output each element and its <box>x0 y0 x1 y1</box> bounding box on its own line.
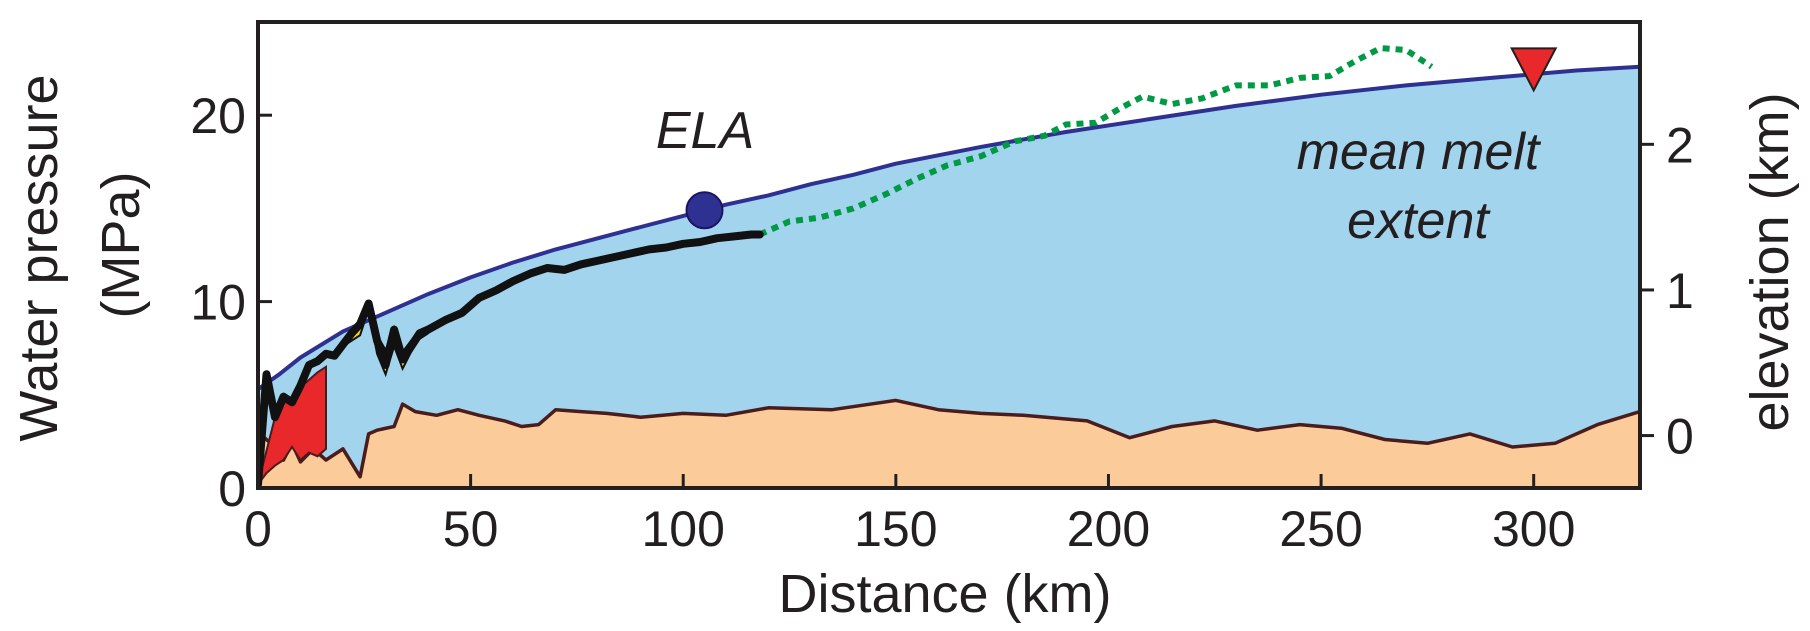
mean-melt-marker <box>1510 47 1558 93</box>
mean-melt-label-line1: mean melt <box>1297 123 1542 181</box>
y-tick-label: 20 <box>190 88 246 144</box>
x-tick-label: 50 <box>443 501 499 557</box>
x-tick-label: 0 <box>244 501 272 557</box>
mean-melt-label-line2: extent <box>1347 192 1491 250</box>
right-y-tick-label: 1 <box>1666 263 1694 319</box>
right-axis-title: elevation (km) <box>1740 92 1800 431</box>
plot-layers <box>258 45 1640 488</box>
x-axis-title: Distance (km) <box>778 564 1111 624</box>
y-tick-label: 0 <box>218 461 246 517</box>
x-tick-label: 250 <box>1279 501 1362 557</box>
plot-area <box>258 45 1640 488</box>
plot-frame <box>256 20 1642 490</box>
x-tick-label: 100 <box>642 501 725 557</box>
y-axis-title-line1: Water pressure <box>9 74 69 441</box>
ice-area <box>258 66 1640 488</box>
x-tick-label: 150 <box>854 501 937 557</box>
right-y-tick-label: 0 <box>1666 409 1694 465</box>
bed-line <box>258 398 1640 479</box>
y-axis-title-line2: (MPa) <box>91 172 151 319</box>
bed-area <box>258 400 1640 488</box>
annotations: ELA mean melt extent <box>656 102 1542 250</box>
x-tick-label: 300 <box>1492 501 1575 557</box>
y-tick-label: 10 <box>190 275 246 331</box>
x-tick-label: 200 <box>1067 501 1150 557</box>
water-pressure-line <box>258 230 764 488</box>
right-y-tick-label: 2 <box>1666 117 1694 173</box>
ela-marker <box>685 191 724 230</box>
ela-label: ELA <box>656 102 754 160</box>
surface-line <box>258 64 1640 391</box>
